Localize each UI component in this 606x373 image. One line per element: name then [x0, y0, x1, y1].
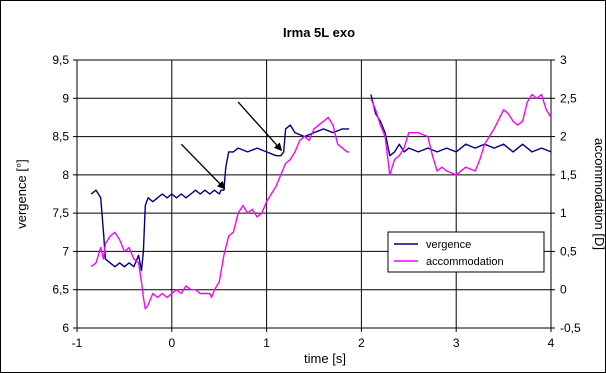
y-tick-label: 9,5: [52, 53, 69, 67]
annotations: [180, 101, 283, 190]
y-tick-label: 8: [62, 168, 69, 182]
y2-axis-label: accommodation [D]: [592, 138, 606, 250]
x-tick-label: -1: [72, 336, 83, 350]
y-tick-label: 6: [62, 321, 69, 335]
legend: vergence accommodation: [387, 231, 545, 273]
y2-tick-label: 2: [560, 130, 567, 144]
y-tick-label: 9: [62, 91, 69, 105]
legend-box: [387, 231, 545, 273]
x-tick-label: 4: [548, 336, 555, 350]
x-tick-label: 3: [453, 336, 460, 350]
y2-tick-label: 2,5: [560, 91, 577, 105]
y-axis-label: vergence [°]: [14, 159, 29, 229]
x-axis-label: time [s]: [304, 351, 346, 366]
y2-tick-label: -0,5: [560, 321, 581, 335]
plot-area: [76, 59, 552, 329]
y2-tick-label: 1,5: [560, 168, 577, 182]
x-tick-label: 2: [358, 336, 365, 350]
x-tick-label: 0: [168, 336, 175, 350]
grid: [77, 60, 551, 328]
y-tick-label: 6,5: [52, 283, 69, 297]
y2-axis-ticks: -0,5 0 0,5 1 1,5 2 2,5 3: [551, 53, 581, 335]
series-line-vergence: [90, 124, 350, 272]
x-tick-label: 1: [263, 336, 270, 350]
y2-tick-label: 1: [560, 206, 567, 220]
annotation-arrow: [237, 101, 283, 152]
series-line-vergence: [370, 94, 552, 157]
chart-title: Irma 5L exo: [283, 25, 355, 40]
y2-tick-label: 3: [560, 53, 567, 67]
series-line-accommodation: [370, 93, 552, 176]
y-axis-ticks: 6 6,5 7 7,5 8 8,5 9 9,5: [52, 53, 77, 335]
series-group: [90, 93, 552, 310]
legend-label-accommodation: accommodation: [426, 256, 504, 268]
legend-label-vergence: vergence: [426, 239, 471, 251]
y-tick-label: 7: [62, 244, 69, 258]
x-axis-ticks: -1 0 1 2 3 4: [72, 328, 555, 350]
y2-tick-label: 0,5: [560, 244, 577, 258]
annotation-arrow: [180, 143, 226, 190]
y2-tick-label: 0: [560, 283, 567, 297]
series-line-accommodation: [90, 116, 350, 310]
y-tick-label: 8,5: [52, 130, 69, 144]
y-tick-label: 7,5: [52, 206, 69, 220]
